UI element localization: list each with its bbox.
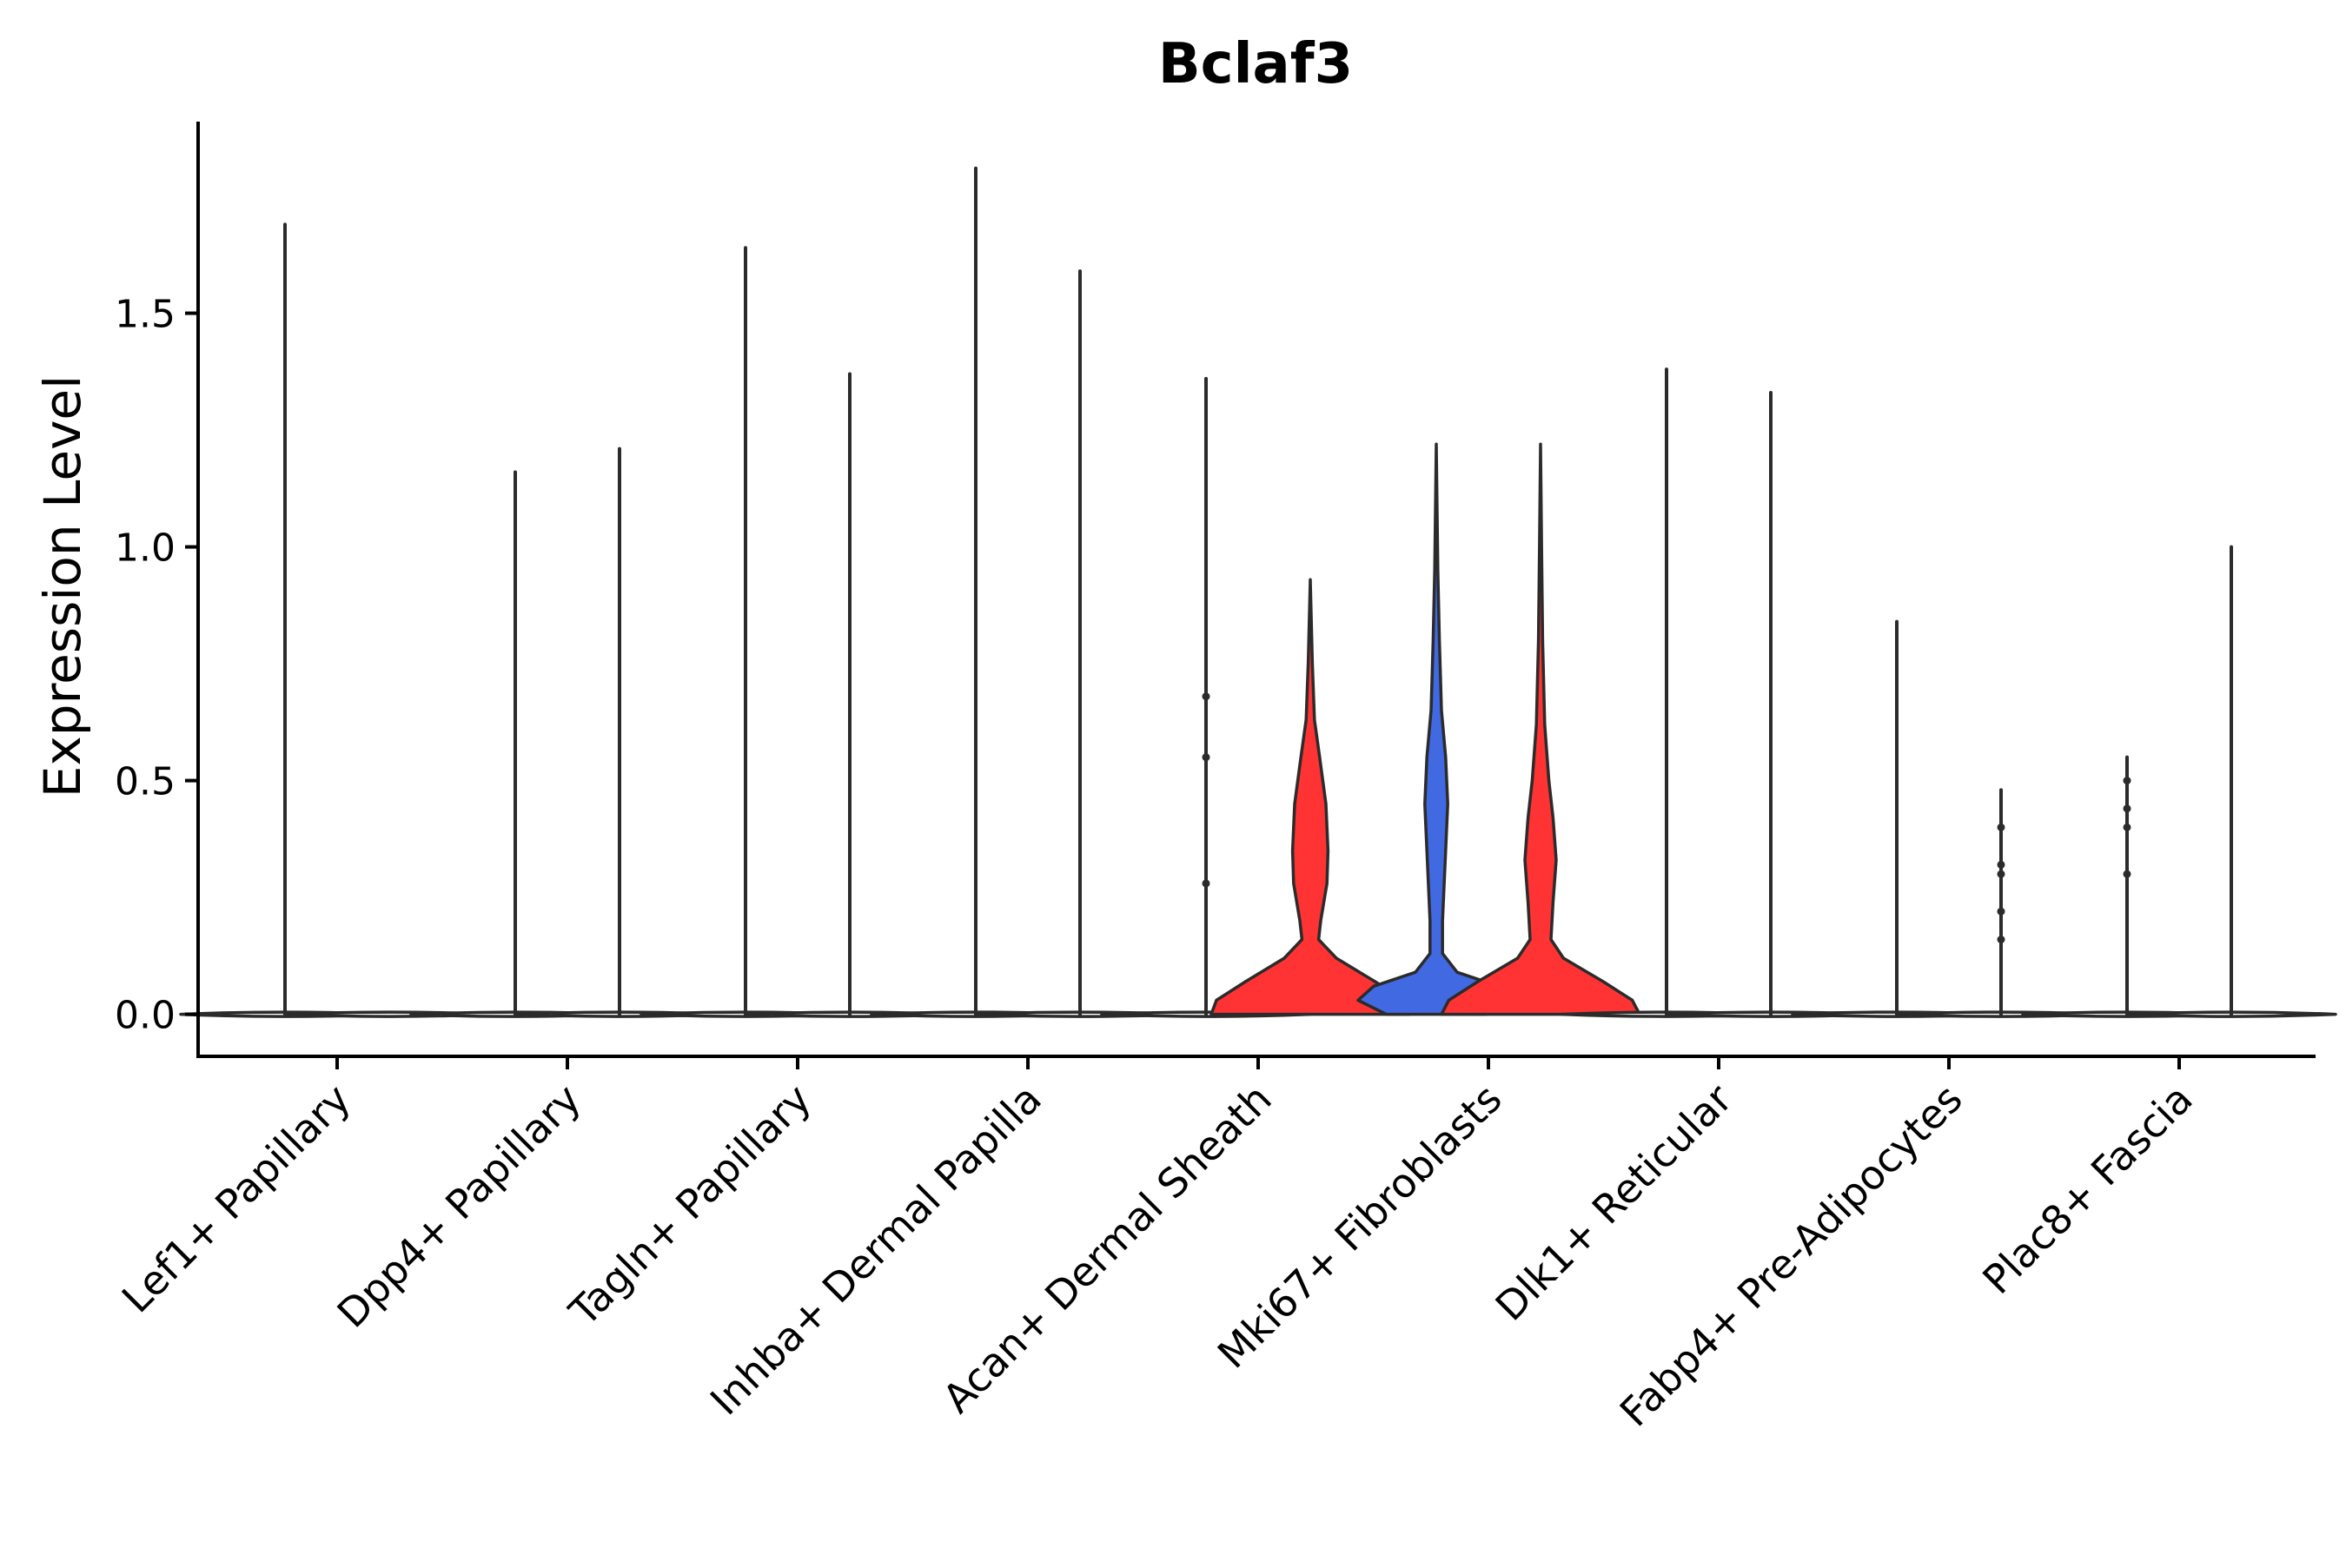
x-tick-label: Lef1+ Papillary <box>113 1075 360 1322</box>
data-point <box>1202 753 1210 762</box>
plot-area <box>179 166 2337 1018</box>
data-point <box>1202 692 1210 701</box>
violin-right <box>1209 578 1411 1016</box>
violin-left <box>1356 442 1516 1016</box>
data-point <box>2123 870 2131 878</box>
data-point <box>1997 870 2005 878</box>
y-tick-label: 1.0 <box>115 526 176 571</box>
data-point <box>1997 823 2005 831</box>
y-tick-label: 1.5 <box>115 293 176 337</box>
data-point <box>1997 860 2005 869</box>
y-axis-label: Expression Level <box>33 375 92 797</box>
data-point <box>1202 879 1210 888</box>
x-tick-label: Tagln+ Papillary <box>560 1075 820 1336</box>
violin-right <box>1440 442 1641 1016</box>
y-tick-label: 0.0 <box>115 994 176 1038</box>
chart-title: Bclaf3 <box>1158 32 1353 96</box>
x-tick-label: Dpp4+ Papillary <box>328 1075 590 1337</box>
x-tick-label: Dlk1+ Reticular <box>1487 1075 1741 1330</box>
data-point <box>2123 823 2131 831</box>
x-tick-label: Plac8+ Fascia <box>1973 1075 2201 1303</box>
data-point <box>1997 936 2005 943</box>
data-point <box>2123 804 2131 813</box>
data-point <box>2123 777 2131 785</box>
data-point <box>1997 907 2005 916</box>
y-tick-label: 0.5 <box>115 760 176 804</box>
y-axis-ticks: 0.0 0.5 1.0 1.5 <box>115 293 198 1038</box>
